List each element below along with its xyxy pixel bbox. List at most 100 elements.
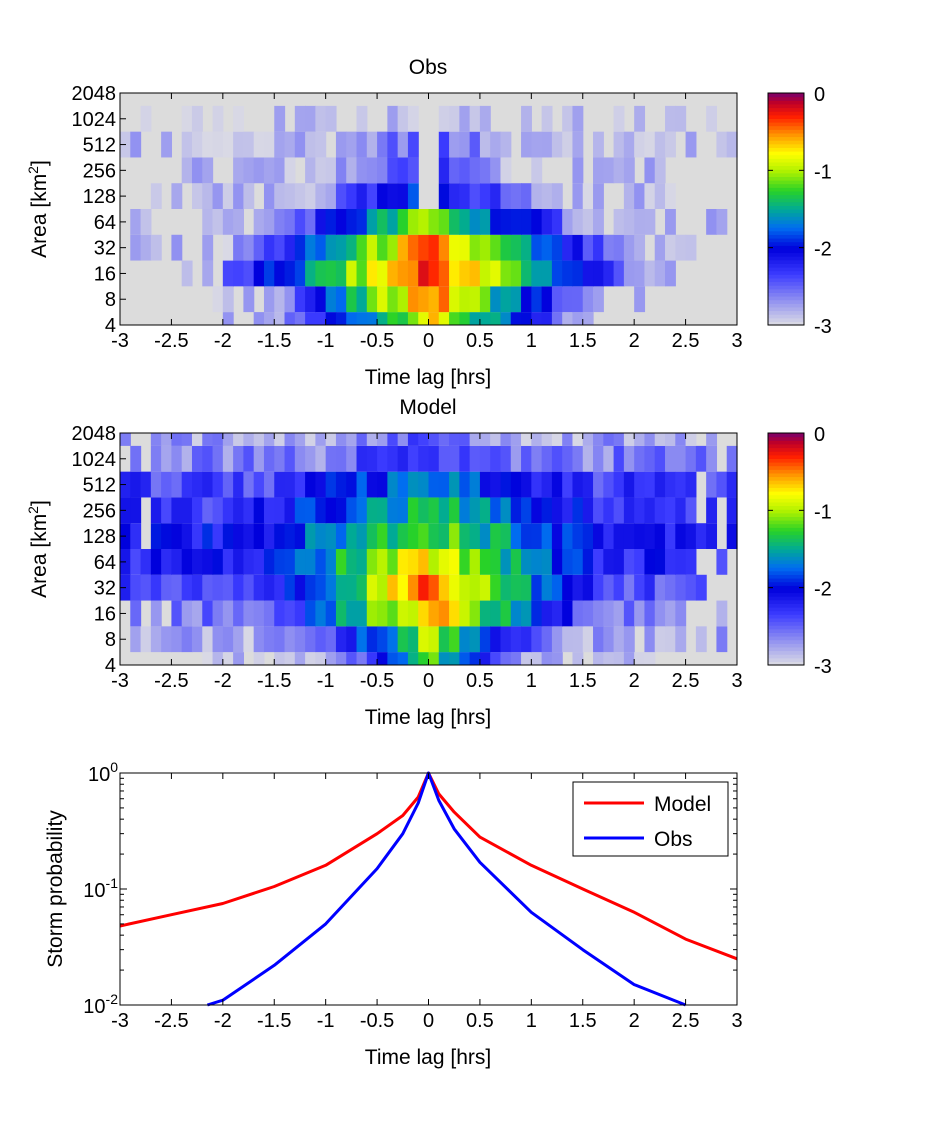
heatmap-cell [212,652,224,665]
heatmap-cell [315,209,327,235]
heatmap-cell [623,209,635,235]
heatmap-cell [335,286,347,313]
heatmap-cell [603,652,615,665]
heatmap-cell [623,234,635,261]
heatmap-cell [274,626,286,653]
heatmap-cell [294,652,306,665]
heatmap-cell [284,234,296,261]
heatmap-cell [346,209,358,235]
heatmap-cell [202,652,214,665]
colorbar-segment [768,614,804,619]
heatmap-cell [521,497,532,524]
heatmap-cell [634,523,646,549]
heatmap-cell [479,209,491,235]
heatmap-cell [510,286,522,313]
heatmap-cell [500,497,512,524]
heatmap-cell [428,523,440,549]
heatmap-cell [305,626,316,653]
heatmap-cell [356,549,368,575]
heatmap-cell [335,549,347,575]
heatmap-cell [315,183,327,209]
heatmap-cell [449,471,460,498]
heatmap-cell [510,652,522,665]
heatmap-cell [469,209,481,235]
heatmap-cell [150,574,162,601]
colorbar-segment [768,93,804,98]
heatmap-cell [603,600,615,627]
heatmap-cell [407,286,419,313]
heatmap-cell [490,260,502,287]
heatmap-cell [479,312,491,325]
heatmap-cell [407,157,419,184]
heatmap-cell [335,157,347,184]
y-tick-label: 8 [105,289,116,311]
heatmap-cell [613,600,625,627]
heatmap-cell [500,445,512,472]
y-tick-label: 512 [83,135,116,157]
heatmap-cell [397,157,409,184]
heatmap-cell [490,497,502,524]
colorbar-tick-label: -3 [814,656,832,678]
heatmap-cell [510,234,522,261]
heatmap-cell [675,626,687,653]
heatmap-cell [613,626,625,653]
colorbar-segment [768,650,804,655]
heatmap-cell [377,497,388,524]
heatmap-cell [541,497,553,524]
heatmap-cell [675,574,687,601]
x-tick-label: -2.5 [154,670,188,692]
heatmap-cell [233,471,244,498]
heatmap-cell [171,445,183,472]
heatmap-cell [263,183,275,209]
heatmap-cell [634,286,646,313]
heatmap-cell [366,131,378,158]
heatmap-cell [490,433,502,446]
heatmap-cell [490,549,502,575]
heatmap-cell [500,549,512,575]
heatmap-cell [222,286,234,313]
heatmap-cell [521,312,532,325]
heatmap-cell [469,234,481,261]
heatmap-cell [346,433,358,446]
heatmap-cell [551,209,563,235]
heatmap-cell [459,312,471,325]
colorbar-segment [768,151,804,156]
heatmap-cell [222,209,234,235]
colorbar-segment [768,306,804,312]
heatmap-cell [212,523,224,549]
colorbar-segment [768,238,804,243]
heatmap-cell [541,260,553,287]
heatmap-cell [397,497,409,524]
colorbar-segment [768,512,804,517]
heatmap-cell [418,209,430,235]
heatmap-cell [490,652,502,665]
y-tick-label: 8 [105,629,116,651]
heatmap-cell [407,183,419,209]
heatmap-cell [233,234,244,261]
colorbar-tick-label: -1 [814,161,832,183]
heatmap-cell [726,523,738,549]
colorbar-segment [768,458,804,463]
heatmap-cell [243,471,255,498]
colorbar-segment [768,161,804,167]
colorbar-segment [768,661,804,666]
heatmap-cell [490,523,502,549]
heatmap-cell [130,626,142,653]
heatmap-cell [428,652,440,665]
heatmap-cell [253,523,265,549]
heatmap-cell [212,286,224,313]
colorbar-segment [768,216,804,221]
heatmap-cell [500,260,512,287]
heatmap-cell [479,626,491,653]
colorbar-segment [768,451,804,456]
heatmap-cell [130,471,142,498]
x-tick-label: -1.5 [257,330,291,352]
heatmap-cell [623,549,635,575]
heatmap-cell [582,471,594,498]
colorbar-segment [768,125,804,130]
x-tick-label: -1.5 [257,670,291,692]
heatmap-cell [562,260,574,287]
heatmap-cell [500,131,512,158]
heatmap-cell [181,549,193,575]
heatmap-cell [644,260,656,287]
